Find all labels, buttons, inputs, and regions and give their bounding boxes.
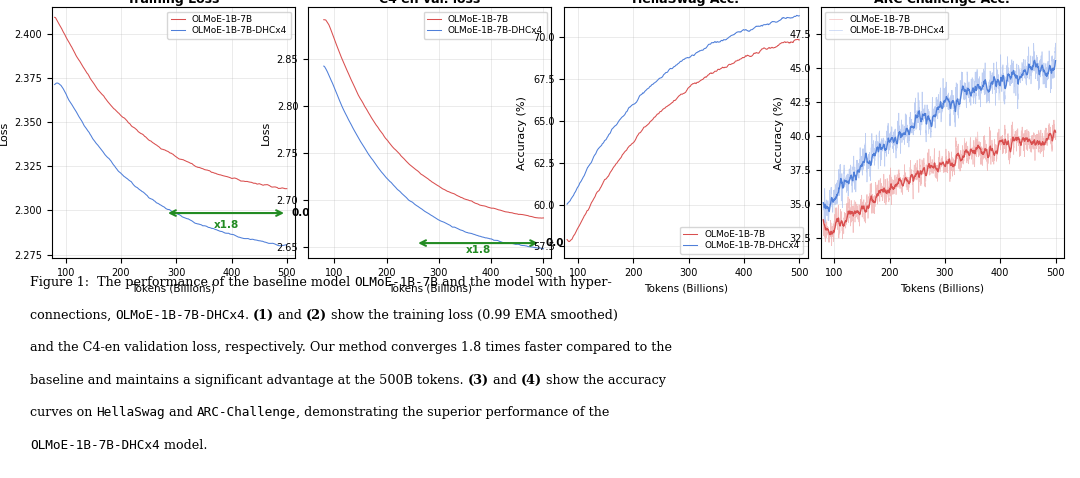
Title: C4 en val. loss: C4 en val. loss — [379, 0, 481, 6]
Text: (3): (3) — [468, 374, 489, 387]
Text: x1.8: x1.8 — [214, 220, 239, 230]
Legend: OLMoE-1B-7B, OLMoE-1B-7B-DHCx4: OLMoE-1B-7B, OLMoE-1B-7B-DHCx4 — [167, 11, 291, 39]
Y-axis label: Accuracy (%): Accuracy (%) — [773, 96, 784, 170]
Text: OLMoE-1B-7B: OLMoE-1B-7B — [354, 276, 438, 289]
Legend: OLMoE-1B-7B, OLMoE-1B-7B-DHCx4: OLMoE-1B-7B, OLMoE-1B-7B-DHCx4 — [423, 11, 546, 39]
Y-axis label: Loss: Loss — [0, 120, 9, 145]
Y-axis label: Accuracy (%): Accuracy (%) — [517, 96, 527, 170]
Text: Figure 1:  The performance of the baseline model: Figure 1: The performance of the baselin… — [30, 276, 354, 289]
Legend: OLMoE-1B-7B, OLMoE-1B-7B-DHCx4: OLMoE-1B-7B, OLMoE-1B-7B-DHCx4 — [679, 227, 804, 254]
X-axis label: Tokens (Billions): Tokens (Billions) — [132, 283, 216, 293]
Text: and the C4-en validation loss, respectively. Our method converges 1.8 times fast: and the C4-en validation loss, respectiv… — [30, 341, 672, 354]
Text: show the accuracy: show the accuracy — [542, 374, 666, 387]
Text: connections,: connections, — [30, 309, 116, 322]
Text: .: . — [245, 309, 253, 322]
Text: show the training loss (0.99 EMA smoothed): show the training loss (0.99 EMA smoothe… — [327, 309, 619, 322]
Title: HellaSwag Acc.: HellaSwag Acc. — [633, 0, 740, 6]
Text: and the model with hyper-: and the model with hyper- — [438, 276, 612, 289]
Text: 0.028: 0.028 — [545, 238, 578, 248]
Text: 0.027: 0.027 — [292, 208, 324, 218]
Text: OLMoE-1B-7B-DHCx4: OLMoE-1B-7B-DHCx4 — [30, 439, 160, 452]
Text: (1): (1) — [253, 309, 274, 322]
Text: (4): (4) — [521, 374, 542, 387]
Text: and: and — [489, 374, 521, 387]
Text: and: and — [165, 406, 198, 420]
X-axis label: Tokens (Billions): Tokens (Billions) — [900, 283, 984, 293]
Text: , demonstrating the superior performance of the: , demonstrating the superior performance… — [296, 406, 609, 420]
Text: baseline and maintains a significant advantage at the 500B tokens.: baseline and maintains a significant adv… — [30, 374, 468, 387]
X-axis label: Tokens (Billions): Tokens (Billions) — [388, 283, 472, 293]
Text: and: and — [274, 309, 307, 322]
Title: Training Loss: Training Loss — [127, 0, 219, 6]
Text: HellaSwag: HellaSwag — [96, 406, 165, 420]
Text: OLMoE-1B-7B-DHCx4: OLMoE-1B-7B-DHCx4 — [116, 309, 245, 322]
Text: curves on: curves on — [30, 406, 96, 420]
Text: (2): (2) — [307, 309, 327, 322]
Text: ARC-Challenge: ARC-Challenge — [198, 406, 296, 420]
Legend: OLMoE-1B-7B, OLMoE-1B-7B-DHCx4: OLMoE-1B-7B, OLMoE-1B-7B-DHCx4 — [825, 11, 948, 39]
Y-axis label: Loss: Loss — [261, 120, 271, 145]
Title: ARC Challenge Acc.: ARC Challenge Acc. — [875, 0, 1010, 6]
X-axis label: Tokens (Billions): Tokens (Billions) — [644, 283, 728, 293]
Text: model.: model. — [160, 439, 207, 452]
Text: x1.8: x1.8 — [465, 245, 490, 255]
